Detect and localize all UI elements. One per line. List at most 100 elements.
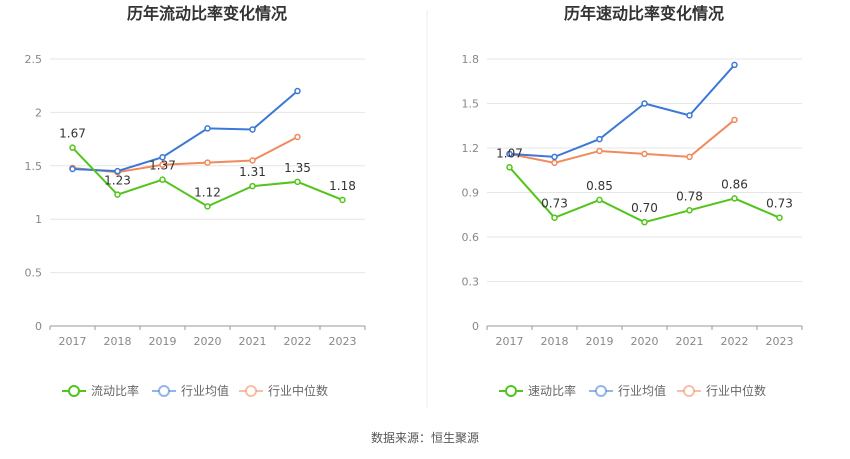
data-point xyxy=(551,153,558,161)
data-point xyxy=(159,161,166,168)
data-label: 1.67 xyxy=(59,127,86,141)
data-point xyxy=(204,159,211,166)
data-point xyxy=(596,196,603,204)
data-point xyxy=(776,214,783,221)
data-label: 1.07 xyxy=(496,146,523,160)
y-tick-label: 0.6 xyxy=(462,231,480,244)
data-point xyxy=(159,154,166,161)
x-tick-label: 2022 xyxy=(284,335,312,348)
x-tick-label: 2021 xyxy=(239,335,267,348)
legend-item[interactable]: 行业均值 xyxy=(152,383,229,398)
data-label: 1.35 xyxy=(284,161,311,175)
data-point xyxy=(731,116,738,124)
data-point xyxy=(204,125,211,132)
y-tick-label: 0 xyxy=(35,320,42,333)
data-label: 0.73 xyxy=(766,197,793,211)
legend-swatch-marker xyxy=(595,385,607,397)
legend-item[interactable]: 速动比率 xyxy=(499,383,576,398)
data-label: 1.37 xyxy=(149,159,176,173)
data-point xyxy=(506,164,513,171)
data-label: 0.85 xyxy=(586,179,613,193)
x-tick-label: 2023 xyxy=(329,335,357,348)
chart-title: 历年流动比率变化情况 xyxy=(127,4,287,23)
legend-swatch-marker xyxy=(245,385,257,397)
y-tick-label: 0 xyxy=(472,320,479,333)
x-tick-label: 2020 xyxy=(631,335,659,348)
legend-item[interactable]: 行业中位数 xyxy=(239,383,328,398)
y-tick-label: 1.5 xyxy=(462,98,480,111)
legend-item[interactable]: 行业均值 xyxy=(589,383,666,398)
data-point xyxy=(596,135,603,143)
x-tick-label: 2018 xyxy=(104,335,132,348)
y-tick-label: 2.5 xyxy=(25,53,43,66)
data-label: 1.18 xyxy=(329,179,356,193)
x-tick-label: 2017 xyxy=(496,335,524,348)
data-point xyxy=(506,150,513,158)
data-point xyxy=(339,196,346,204)
data-point xyxy=(596,147,603,155)
legend-label: 行业均值 xyxy=(181,383,229,398)
data-point xyxy=(249,157,256,164)
y-tick-label: 0.5 xyxy=(25,267,43,280)
legend-label: 流动比率 xyxy=(91,383,139,398)
data-point xyxy=(551,214,558,221)
x-tick-label: 2022 xyxy=(721,335,749,348)
data-point xyxy=(249,182,256,190)
data-label: 0.73 xyxy=(541,197,568,211)
data-point xyxy=(686,153,693,161)
data-point xyxy=(686,207,693,214)
data-point xyxy=(686,112,693,119)
x-tick-label: 2019 xyxy=(149,335,177,348)
legend-label: 行业中位数 xyxy=(268,383,328,398)
y-tick-label: 0.3 xyxy=(462,276,480,289)
legend-swatch-marker xyxy=(68,385,80,397)
data-point xyxy=(159,176,166,183)
data-label: 0.78 xyxy=(676,189,703,203)
x-tick-label: 2018 xyxy=(541,335,569,348)
data-label: 1.23 xyxy=(104,174,131,188)
data-point xyxy=(551,159,558,167)
quick-ratio-chart: 历年速动比率变化情况 0 0.3 0.6 0.9 1.2 1.5 1.8 2017 2018 201… xyxy=(462,4,803,398)
data-label: 0.70 xyxy=(631,201,658,215)
data-point xyxy=(69,165,76,173)
data-point xyxy=(731,195,738,202)
series-line xyxy=(509,119,736,164)
legend-swatch-marker xyxy=(505,385,517,397)
series-line xyxy=(509,64,736,158)
data-point xyxy=(294,87,301,95)
chart-title: 历年速动比率变化情况 xyxy=(564,4,724,23)
data-point xyxy=(294,133,301,141)
y-tick-label: 1.2 xyxy=(462,142,480,155)
data-point xyxy=(204,203,211,210)
data-point xyxy=(114,191,121,198)
legend-swatch-marker xyxy=(683,385,695,397)
legend-swatch-marker xyxy=(158,385,170,397)
x-tick-label: 2023 xyxy=(766,335,794,348)
data-point xyxy=(294,178,301,186)
y-tick-label: 1.5 xyxy=(25,160,43,173)
data-point xyxy=(69,144,76,151)
data-point xyxy=(641,218,648,226)
legend-item[interactable]: 行业中位数 xyxy=(677,383,766,398)
current-ratio-chart: 历年流动比率变化情况 0 0.5 1 1.5 2 2.5 2017 2018 2019 2020 20… xyxy=(25,4,366,398)
data-label: 0.86 xyxy=(721,177,748,191)
legend-label: 行业中位数 xyxy=(706,383,766,398)
data-point xyxy=(641,100,648,107)
data-point xyxy=(114,167,121,175)
data-point xyxy=(249,126,256,133)
x-tick-label: 2019 xyxy=(586,335,614,348)
x-tick-label: 2020 xyxy=(194,335,222,348)
y-tick-label: 1.8 xyxy=(462,53,480,66)
legend-item[interactable]: 流动比率 xyxy=(62,383,139,398)
series-line xyxy=(72,90,299,173)
legend-label: 行业均值 xyxy=(618,383,666,398)
y-tick-label: 0.9 xyxy=(462,187,480,200)
data-point xyxy=(641,150,648,158)
data-label: 1.31 xyxy=(239,165,266,179)
data-label: 1.12 xyxy=(194,185,221,199)
legend-label: 速动比率 xyxy=(528,383,576,398)
source-note: 数据来源：恒生聚源 xyxy=(371,430,479,445)
x-tick-label: 2017 xyxy=(59,335,87,348)
y-tick-label: 2 xyxy=(35,106,42,119)
